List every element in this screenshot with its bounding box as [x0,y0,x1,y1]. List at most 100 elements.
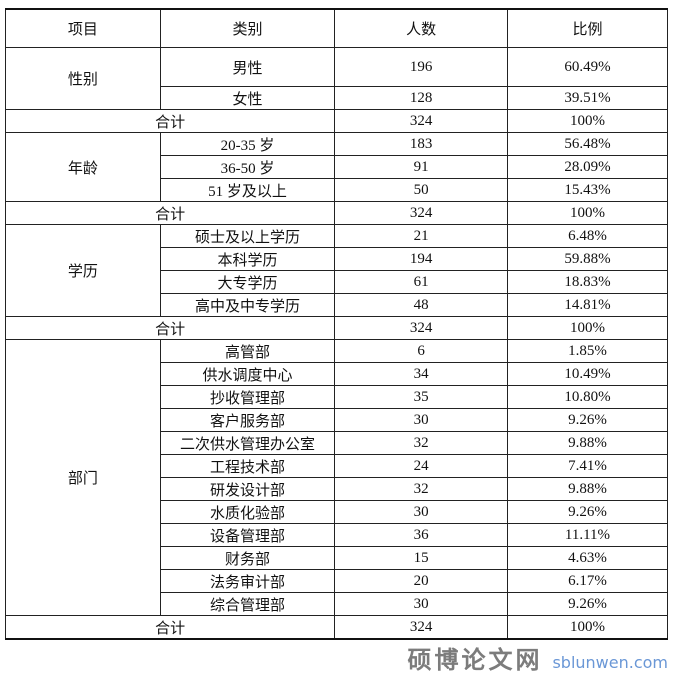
table-row: 客户服务部 30 9.26% [6,408,669,432]
table-row: 本科学历 194 59.88% [6,247,669,271]
count-cell: 30 [334,500,508,524]
count-cell: 30 [334,592,508,616]
count-cell: 20 [334,569,508,593]
category-cell: 水质化验部 [159,500,336,524]
category-cell: 法务审计部 [159,569,336,593]
table-row: 法务审计部 20 6.17% [6,569,669,593]
header-row: 项目 类别 人数 比例 [5,8,669,48]
watermark: 硕博论文网 sblunwen.com [407,645,668,678]
count-cell: 196 [334,47,508,87]
total-row: 合计 324 100% [4,615,669,640]
total-row: 合计 324 100% [4,316,669,340]
ratio-cell: 9.26% [506,408,669,432]
column-header: 项目 [5,8,161,48]
category-cell: 女性 [159,86,336,110]
category-cell: 客户服务部 [159,408,336,432]
table-row: 36-50 岁 91 28.09% [6,155,669,179]
ratio-cell: 9.26% [506,500,669,524]
count-cell: 324 [334,316,508,340]
ratio-cell: 1.85% [506,339,669,363]
ratio-cell: 6.48% [506,224,669,248]
count-cell: 34 [334,362,508,386]
ratio-cell: 7.41% [506,454,669,478]
watermark-url: sblunwen.com [552,653,668,672]
group-label: 性别 [5,47,161,110]
ratio-cell: 100% [506,201,669,225]
count-cell: 324 [334,615,508,640]
count-cell: 128 [334,86,508,110]
count-cell: 21 [334,224,508,248]
total-row: 合计 324 100% [4,109,669,133]
category-cell: 男性 [159,47,336,87]
count-cell: 30 [334,408,508,432]
ratio-cell: 28.09% [506,155,669,179]
count-cell: 183 [334,132,508,156]
ratio-cell: 59.88% [506,247,669,271]
column-header: 比例 [506,8,669,48]
table-row: 供水调度中心 34 10.49% [6,362,669,386]
category-cell: 供水调度中心 [159,362,336,386]
ratio-cell: 18.83% [506,270,669,294]
count-cell: 24 [334,454,508,478]
ratio-cell: 10.49% [506,362,669,386]
count-cell: 32 [334,431,508,455]
ratio-cell: 14.81% [506,293,669,317]
ratio-cell: 39.51% [506,86,669,110]
ratio-cell: 15.43% [506,178,669,202]
table-row: 大专学历 61 18.83% [6,270,669,294]
column-header: 类别 [159,8,336,48]
total-row: 合计 324 100% [4,201,669,225]
count-cell: 324 [334,109,508,133]
table-row: 二次供水管理办公室 32 9.88% [6,431,669,455]
total-label: 合计 [4,109,336,133]
category-cell: 财务部 [159,546,336,570]
total-label: 合计 [4,201,336,225]
category-cell: 高管部 [159,339,336,363]
count-cell: 36 [334,523,508,547]
count-cell: 194 [334,247,508,271]
total-label: 合计 [4,615,336,640]
table-row: 高中及中专学历 48 14.81% [6,293,669,317]
table-row: 女性 128 39.51% [6,86,669,110]
count-cell: 35 [334,385,508,409]
table-row: 性别 男性 196 60.49% [5,47,669,110]
count-cell: 15 [334,546,508,570]
table-row: 抄收管理部 35 10.80% [6,385,669,409]
ratio-cell: 100% [506,615,669,640]
table-row: 51 岁及以上 50 15.43% [6,178,669,202]
ratio-cell: 9.26% [506,592,669,616]
table-row: 年龄 20-35 岁 183 56.48% [5,132,669,202]
total-label: 合计 [4,316,336,340]
category-cell: 二次供水管理办公室 [159,431,336,455]
table-row: 财务部 15 4.63% [6,546,669,570]
category-cell: 工程技术部 [159,454,336,478]
category-cell: 36-50 岁 [159,155,336,179]
ratio-cell: 9.88% [506,431,669,455]
category-cell: 高中及中专学历 [159,293,336,317]
group-label: 年龄 [5,132,161,202]
watermark-logo: 硕博论文网 [407,646,543,674]
ratio-cell: 6.17% [506,569,669,593]
table-row: 部门 高管部 6 1.85% [5,339,669,616]
count-cell: 6 [334,339,508,363]
category-cell: 硕士及以上学历 [159,224,336,248]
count-cell: 32 [334,477,508,501]
category-cell: 综合管理部 [159,592,336,616]
count-cell: 61 [334,270,508,294]
table-row: 综合管理部 30 9.26% [6,592,669,616]
ratio-cell: 11.11% [506,523,669,547]
count-cell: 50 [334,178,508,202]
ratio-cell: 4.63% [506,546,669,570]
category-cell: 抄收管理部 [159,385,336,409]
category-cell: 设备管理部 [159,523,336,547]
category-cell: 大专学历 [159,270,336,294]
statistics-table: 项目 类别 人数 比例 性别 男性 196 60.49% 女性 128 39.51% 合计 324 10… [4,8,669,640]
count-cell: 91 [334,155,508,179]
ratio-cell: 100% [506,109,669,133]
group-label: 部门 [5,339,161,616]
ratio-cell: 100% [506,316,669,340]
category-cell: 研发设计部 [159,477,336,501]
category-cell: 51 岁及以上 [159,178,336,202]
ratio-cell: 10.80% [506,385,669,409]
group-label: 学历 [5,224,161,317]
